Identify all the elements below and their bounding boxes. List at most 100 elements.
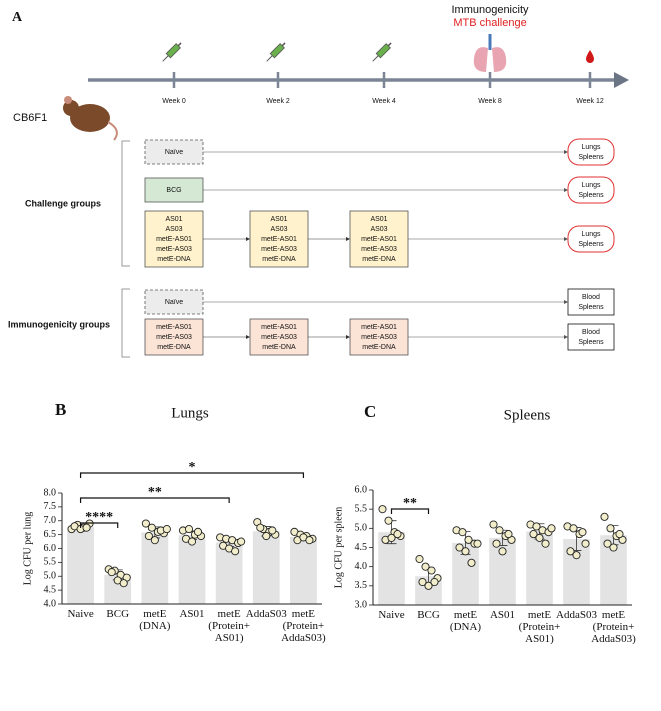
readout-text: Spleens <box>578 241 604 248</box>
significance-bracket <box>79 472 305 478</box>
readout-text: Blood <box>582 329 600 336</box>
readout-text: Spleens <box>578 304 604 311</box>
data-point <box>464 535 473 544</box>
y-tick-label: 7.5 <box>44 501 57 512</box>
week-label: Week 2 <box>266 98 290 105</box>
dose-text: metE-DNA <box>362 256 396 263</box>
data-point <box>421 562 430 571</box>
arrow-head <box>246 335 250 339</box>
x-tick-label-box: Naive <box>378 609 404 621</box>
data-point <box>147 523 156 532</box>
dose-box <box>249 210 309 268</box>
data-point <box>495 526 504 535</box>
syringe-icon <box>266 42 286 62</box>
bar <box>67 526 94 604</box>
y-tick-label: 3.0 <box>355 599 368 610</box>
syringe-plunger <box>387 42 392 47</box>
data-point <box>193 527 203 536</box>
dose-text: metE-AS03 <box>261 246 297 253</box>
group-title: Immunogenicity groups <box>8 319 110 329</box>
dose-text: AS01 <box>165 216 182 223</box>
bar <box>378 532 405 605</box>
dose-text: metE-DNA <box>362 344 396 351</box>
week-label: Week 8 <box>478 98 502 105</box>
y-tick-label: 5.0 <box>44 571 57 582</box>
y-tick-label: 7.0 <box>44 515 57 526</box>
syringe-needle <box>266 55 273 62</box>
dose-text: AS03 <box>165 226 182 233</box>
x-tick-label-box: metE (Protein+ AS01) <box>519 609 561 645</box>
data-point <box>418 577 427 587</box>
readout-box <box>567 138 615 166</box>
week-label: Week 0 <box>162 98 186 105</box>
readout-box <box>567 225 615 253</box>
dose-box <box>349 318 409 356</box>
arrow-head <box>346 237 350 241</box>
dose-text: AS03 <box>270 226 287 233</box>
x-tick-label: Naive <box>67 608 94 620</box>
dose-text: AS01 <box>370 216 387 223</box>
x-tick-label-box: metE (DNA) <box>139 608 170 632</box>
dose-text: AS03 <box>370 226 387 233</box>
readout-text: Spleens <box>578 154 604 161</box>
x-tick-label-box: metE (Protein+ AddaS03) <box>591 609 636 645</box>
blood-drop-icon <box>586 50 594 63</box>
dose-box <box>249 318 309 356</box>
y-tick-label: 5.5 <box>355 503 368 514</box>
data-point <box>424 581 433 590</box>
x-tick-label-box: metE (Protein+ AddaS03) <box>281 608 326 644</box>
arrow-head <box>564 335 568 339</box>
dose-text: metE-DNA <box>157 344 191 351</box>
significance-label: ** <box>403 496 417 511</box>
data-point <box>489 520 498 529</box>
y-tick-label: 6.0 <box>355 484 368 495</box>
data-point <box>541 539 550 548</box>
arrow-head <box>564 150 568 154</box>
data-point <box>305 536 314 545</box>
arrow-head <box>564 188 568 192</box>
data-point <box>393 530 402 539</box>
x-tick-label: metE (Protein+ AddaS03) <box>281 608 326 644</box>
dose-text: metE-AS01 <box>361 324 397 331</box>
data-point <box>184 525 194 534</box>
dose-box <box>144 139 204 165</box>
group-title: Challenge groups <box>25 198 101 208</box>
dose-text: metE-DNA <box>262 344 296 351</box>
syringe-needle <box>162 55 169 62</box>
readout-text: Lungs <box>581 182 601 189</box>
dose-text: metE-AS03 <box>261 334 297 341</box>
dose-box <box>144 318 204 356</box>
x-tick-label: BCG <box>417 609 440 621</box>
dose-text: metE-AS03 <box>361 246 397 253</box>
dose-text: metE-AS01 <box>156 324 192 331</box>
data-point <box>119 579 128 588</box>
x-tick-label-box: BCG <box>417 609 440 621</box>
panel-label: C <box>364 402 376 421</box>
data-point <box>609 543 618 552</box>
readout-label: MTB challenge <box>453 17 526 29</box>
y-tick-label: 3.5 <box>355 580 368 591</box>
x-tick-label-box: AS01 <box>490 609 515 621</box>
group-bracket <box>121 288 130 358</box>
x-tick-label-box: AddaS03 <box>246 608 287 620</box>
data-point <box>529 530 538 539</box>
data-point <box>162 525 171 534</box>
data-point <box>430 577 439 587</box>
data-point <box>141 519 150 528</box>
week-label: Week 12 <box>576 98 604 105</box>
data-point <box>532 522 541 531</box>
readout-text: Spleens <box>578 192 604 199</box>
data-point <box>461 547 470 556</box>
syringe-icon <box>372 42 392 62</box>
dose-text: metE-AS03 <box>156 246 192 253</box>
dose-text: metE-DNA <box>157 256 191 263</box>
arrow-head <box>564 300 568 304</box>
data-point <box>262 531 271 541</box>
arrow-head <box>564 237 568 241</box>
data-point <box>256 523 265 532</box>
data-point <box>150 536 159 545</box>
y-tick-label: 4.5 <box>44 584 57 595</box>
data-point <box>378 505 387 514</box>
data-point <box>384 516 393 525</box>
lungs-icon <box>473 34 507 72</box>
